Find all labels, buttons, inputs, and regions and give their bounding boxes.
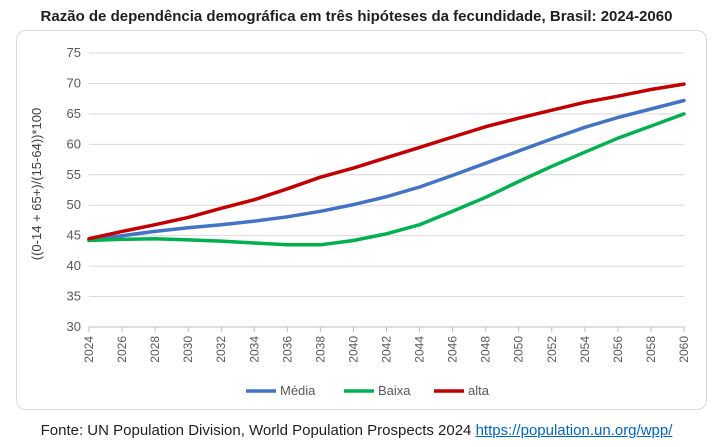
y-tick-label: 70 xyxy=(67,75,81,90)
x-tick-label: 2054 xyxy=(578,336,592,363)
y-axis-label: ((0-14 + 65+)/(15-64))*100 xyxy=(29,108,44,260)
y-tick-label: 75 xyxy=(67,45,81,60)
x-tick-label: 2026 xyxy=(115,336,129,363)
legend-label: Média xyxy=(280,383,316,398)
series-line-m-dia xyxy=(87,98,686,242)
x-tick-label: 2050 xyxy=(512,336,526,363)
y-tick-label: 60 xyxy=(67,136,81,151)
legend-label: Baixa xyxy=(378,383,411,398)
y-tick-label: 45 xyxy=(67,228,81,243)
source-link[interactable]: https://population.un.org/wpp/ xyxy=(475,422,673,439)
x-tick-label: 2032 xyxy=(214,336,228,363)
x-tick-label: 2052 xyxy=(545,336,559,363)
series-line-alta xyxy=(87,82,686,241)
x-tick-label: 2058 xyxy=(644,336,658,363)
y-tick-label: 55 xyxy=(67,167,81,182)
x-tick-label: 2056 xyxy=(611,336,625,363)
x-tick-label: 2044 xyxy=(413,336,427,363)
x-tick-label: 2034 xyxy=(247,336,261,363)
source-text: Fonte: UN Population Division, World Pop… xyxy=(40,422,476,439)
x-tick-label: 2040 xyxy=(346,336,360,363)
chart-title: Razão de dependência demográfica em três… xyxy=(40,8,673,25)
x-tick-label: 2060 xyxy=(677,336,691,363)
series-lines xyxy=(87,82,686,247)
x-tick-label: 2046 xyxy=(446,336,460,363)
chart-frame: 30 35 40 45 50 55 60 65 70 75 2024 2026 2028 2030 2032… xyxy=(16,30,707,410)
y-tick-label: 65 xyxy=(67,106,81,121)
x-tick-label: 2028 xyxy=(148,336,162,363)
x-tick-label: 2024 xyxy=(82,336,96,363)
series-line-baixa xyxy=(87,112,686,247)
x-tick-label: 2042 xyxy=(380,336,394,363)
x-tick-label: 2036 xyxy=(280,336,294,363)
line-chart: 30 35 40 45 50 55 60 65 70 75 2024 2026 2028 2030 2032… xyxy=(29,45,691,398)
y-tick-label: 35 xyxy=(67,289,81,304)
legend-label: alta xyxy=(468,383,490,398)
axes: 30 35 40 45 50 55 60 65 70 75 2024 2026 2028 2030 2032… xyxy=(67,45,691,363)
x-tick-label: 2048 xyxy=(479,336,493,363)
y-tick-label: 40 xyxy=(67,258,81,273)
x-tick-label: 2038 xyxy=(313,336,327,363)
y-tick-label: 50 xyxy=(67,197,81,212)
x-tick-label: 2030 xyxy=(181,336,195,363)
legend: Média Baixa alta xyxy=(246,383,490,398)
y-tick-label: 30 xyxy=(67,319,81,334)
source-note: Fonte: UN Population Division, World Pop… xyxy=(0,422,713,439)
gridlines xyxy=(89,52,684,328)
